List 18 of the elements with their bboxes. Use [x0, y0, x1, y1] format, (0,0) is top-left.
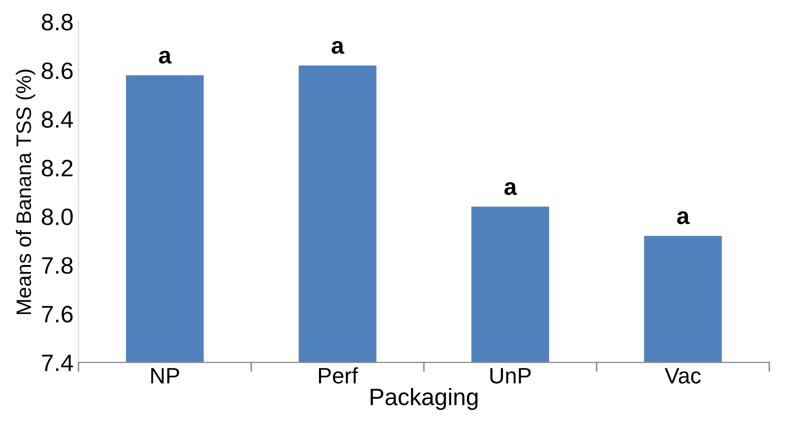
annotation: a [332, 40, 344, 54]
x-tick-label: Perf [318, 367, 358, 384]
y-axis-title: Means of Banana TSS (%) [16, 70, 36, 314]
y-tick-label: 7.6 [42, 306, 73, 323]
x-tick-label: Vac [664, 368, 701, 384]
x-axis-title: Packaging [370, 388, 478, 410]
x-tick-label: NP [151, 368, 180, 384]
annotation: a [677, 211, 690, 224]
y-tick-label: 8.2 [42, 160, 72, 176]
y-tick-label: 8.6 [42, 62, 73, 80]
y-tick-label: 8.8 [42, 14, 73, 30]
annotation: a [158, 50, 172, 64]
y-tick-label: 8.0 [42, 208, 73, 226]
annotation: a [504, 182, 517, 196]
x-tick-label: UnP [490, 368, 531, 384]
y-tick-label: 8.4 [42, 111, 73, 128]
y-tick-label: 7.4 [42, 354, 73, 371]
y-tick-label: 7.8 [42, 257, 73, 274]
